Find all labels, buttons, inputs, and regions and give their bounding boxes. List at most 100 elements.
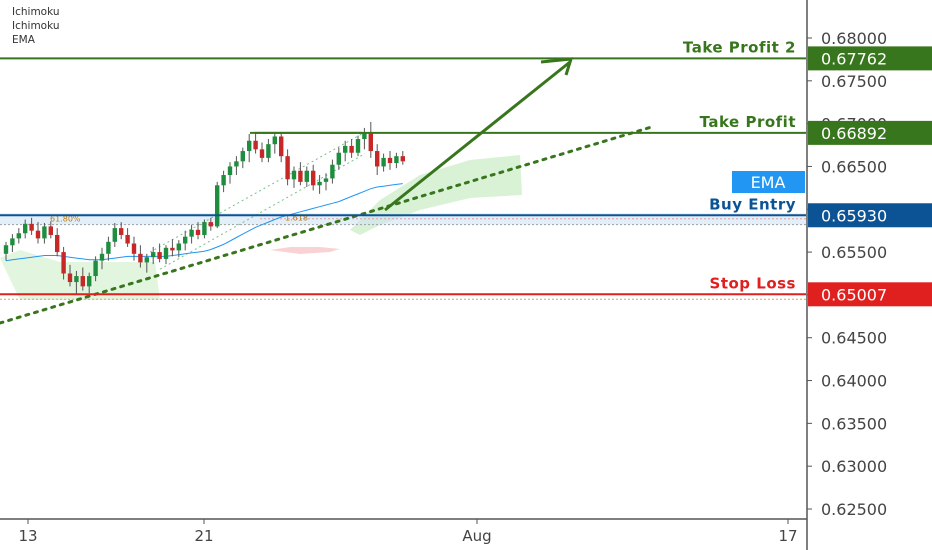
levels-layer: Take Profit 2 0.67762 Take Profit 0.66892 Bu… [0, 38, 932, 325]
y-tick-label: 0.62500 [821, 500, 887, 519]
candle [285, 156, 290, 180]
projection-arrow [384, 60, 571, 212]
candle [272, 136, 277, 145]
candle [227, 166, 233, 176]
candle [259, 149, 265, 158]
candle [189, 229, 194, 237]
candle [151, 252, 156, 258]
trend-line [0, 124, 657, 325]
candle [48, 226, 53, 235]
candle [112, 228, 117, 242]
candle [99, 253, 105, 261]
candle [80, 276, 85, 287]
candle [163, 247, 169, 259]
candle [375, 151, 380, 167]
candle [131, 243, 137, 254]
price-tag [808, 46, 932, 71]
candle [253, 140, 258, 150]
candle [279, 136, 284, 157]
candle [87, 276, 92, 287]
price-tag [808, 120, 932, 145]
y-tick-label: 0.68000 [821, 29, 887, 48]
ema-badge [732, 171, 805, 193]
candle [323, 178, 329, 182]
candle [119, 228, 124, 235]
candle [362, 132, 367, 140]
indicator-legend-item: EMA [12, 34, 35, 46]
indicator-legend: Ichimoku Ichimoku EMA [12, 5, 60, 47]
candles-layer [3, 121, 405, 295]
y-tick-label: 0.65500 [821, 243, 887, 262]
candle [336, 152, 341, 165]
ema-layer [5, 183, 403, 262]
price-tag-label: 0.65930 [821, 206, 887, 225]
level-label: Take Profit 2 [683, 38, 796, 56]
candle [16, 233, 21, 239]
channel-line [149, 131, 366, 253]
candle [317, 181, 322, 186]
candle [381, 157, 386, 167]
fib-label: 1.618 [285, 214, 308, 223]
level-label: Take Profit [700, 113, 796, 131]
x-tick-label: 21 [194, 527, 213, 545]
candle [247, 140, 252, 152]
level-label: Stop Loss [710, 274, 796, 292]
candle [304, 170, 309, 182]
candle [74, 276, 79, 283]
price-tag-label: 0.66892 [821, 124, 887, 143]
candle [61, 252, 66, 274]
y-tick-label: 0.67500 [821, 72, 887, 91]
indicator-legend-item: Ichimoku [12, 6, 60, 18]
ichimoku-cloud [0, 250, 160, 300]
price-tag-label: 0.65007 [821, 285, 887, 304]
candle [387, 157, 393, 164]
candle [291, 170, 297, 180]
candle [29, 223, 34, 231]
candle [125, 234, 130, 244]
buy-entry-zone [0, 213, 806, 225]
y-tick-label: 0.64000 [821, 372, 887, 391]
level-label: Buy Entry [709, 195, 796, 213]
y-tick-label: 0.64500 [821, 329, 887, 348]
y-tick-label: 0.66500 [821, 157, 887, 176]
candle [394, 156, 399, 164]
candle [93, 260, 98, 277]
candle [176, 243, 181, 251]
candle [298, 170, 303, 182]
x-tick-label: 17 [778, 527, 797, 545]
candle [240, 151, 245, 162]
candle [330, 164, 335, 179]
candle [55, 234, 60, 253]
candle [144, 257, 149, 263]
ema-line [5, 183, 403, 262]
candle [208, 222, 213, 227]
y-tick-label: 0.63000 [821, 457, 887, 476]
candle [215, 185, 220, 227]
price-tag-label: 0.67762 [821, 49, 887, 68]
candle [349, 145, 354, 153]
candle [234, 161, 239, 167]
price-tag [808, 282, 932, 307]
candle [311, 170, 316, 186]
candle [170, 247, 175, 251]
candle [400, 156, 405, 162]
ema-badge-label: EMA [751, 173, 786, 192]
candle [343, 145, 348, 153]
indicator-legend-item: Ichimoku [12, 20, 60, 32]
candle [106, 241, 111, 254]
axes-layer: 0.680000.675000.670000.665000.660000.655… [0, 0, 887, 550]
candle [202, 222, 207, 235]
x-tick-label: 13 [18, 527, 37, 545]
price-tag [808, 203, 932, 228]
candle [42, 226, 47, 239]
candle [10, 238, 15, 246]
candle [157, 252, 162, 259]
candle [266, 144, 271, 158]
candle [35, 230, 41, 239]
fib-label: 61.80% [50, 215, 81, 224]
candle [23, 223, 28, 234]
x-tick-label: Aug [462, 527, 491, 545]
candle [221, 175, 226, 186]
